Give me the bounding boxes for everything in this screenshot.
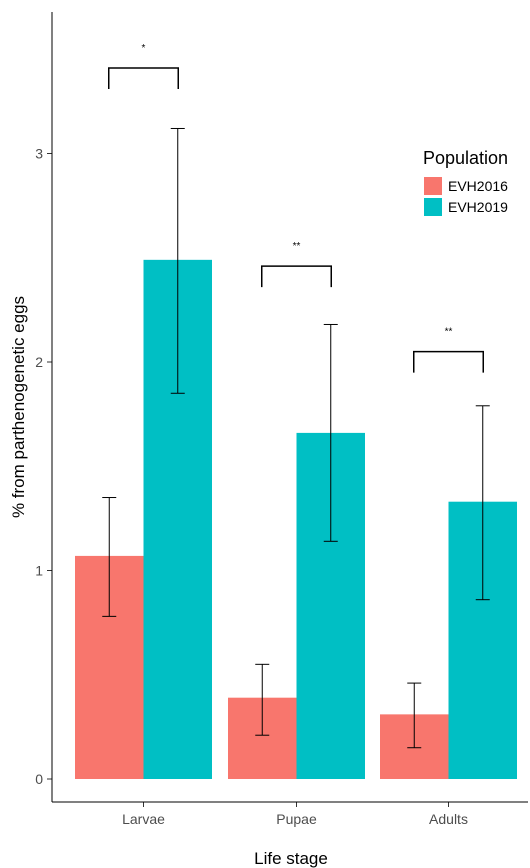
x-tick-label-larvae: Larvae: [122, 811, 165, 827]
x-tick-label-adults: Adults: [429, 811, 468, 827]
significance-label-larvae: *: [142, 43, 146, 54]
legend: Population EVH2016 EVH2019: [423, 148, 508, 216]
x-axis-title: Life stage: [254, 849, 328, 868]
legend-swatch-evh2019: [424, 198, 442, 216]
x-tick-label-pupae: Pupae: [276, 811, 317, 827]
y-tick-label: 2: [35, 354, 43, 370]
legend-label-evh2016: EVH2016: [448, 178, 508, 194]
error-bar-pupae-evh2016: [255, 663, 270, 736]
significance-label-adults: **: [445, 327, 453, 338]
legend-swatch-evh2016: [424, 177, 442, 195]
y-tick-label: 1: [35, 563, 43, 579]
error-bar-pupae-evh2019: [323, 323, 338, 542]
error-bar-adults-evh2016: [407, 682, 422, 749]
error-bar-larvae-evh2016: [102, 497, 117, 617]
legend-label-evh2019: EVH2019: [448, 199, 508, 215]
y-axis-title: % from parthenogenetic eggs: [9, 296, 28, 518]
y-tick-label: 3: [35, 146, 43, 162]
significance-bracket-adults: [413, 350, 484, 373]
error-bar-larvae-evh2019: [170, 127, 185, 394]
significance-bracket-larvae: [108, 67, 179, 90]
significance-bracket-pupae: [261, 265, 332, 288]
legend-title: Population: [423, 148, 508, 168]
y-tick-label: 0: [35, 771, 43, 787]
significance-label-pupae: **: [293, 241, 301, 252]
error-bar-adults-evh2019: [475, 405, 490, 601]
